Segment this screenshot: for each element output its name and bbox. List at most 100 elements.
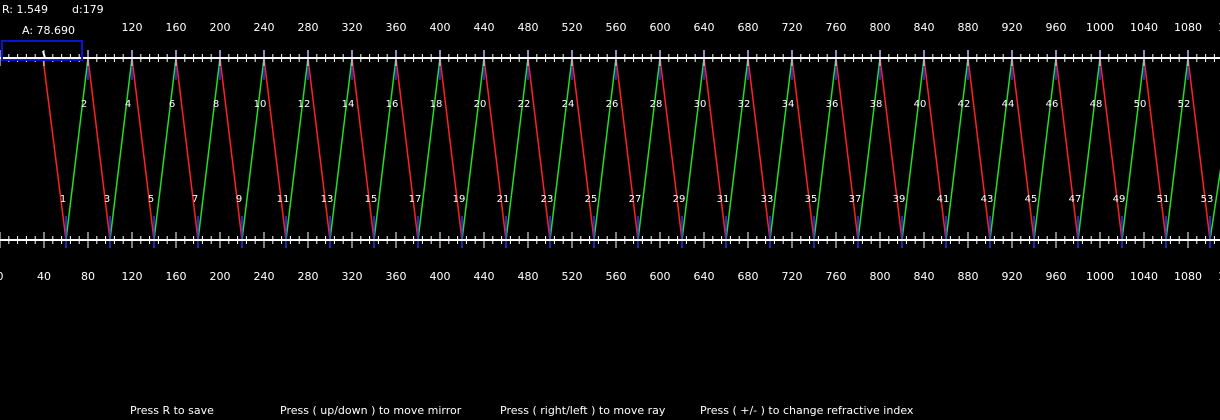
- ray-segment-up: [418, 58, 440, 240]
- bottom-bounce-label: 23: [541, 194, 554, 205]
- bottom-bounce-label: 29: [673, 194, 686, 205]
- top-bounce-label: 42: [958, 99, 971, 110]
- ray-source-handle[interactable]: [43, 51, 45, 58]
- bottom-bounce-label: 13: [321, 194, 334, 205]
- bottom-scale-label: 200: [210, 270, 231, 283]
- ray-segment-down: [880, 58, 902, 240]
- ray-segment-up: [902, 58, 924, 240]
- top-bounce-label: 6: [169, 99, 175, 110]
- top-bounce-label: 8: [213, 99, 219, 110]
- ray-segment-up: [990, 58, 1012, 240]
- bottom-scale-label: 920: [1002, 270, 1023, 283]
- bottom-scale-label: 440: [474, 270, 495, 283]
- top-scale-label: 640: [694, 21, 715, 34]
- bottom-bounce-label: 15: [365, 194, 378, 205]
- ray-segment-down: [43, 58, 66, 240]
- top-scale-label: 760: [826, 21, 847, 34]
- bottom-scale-label: 80: [81, 270, 95, 283]
- top-bounce-label: 40: [914, 99, 927, 110]
- bottom-scale-label: 720: [782, 270, 803, 283]
- top-scale-label: 240: [254, 21, 275, 34]
- ray-segment-down: [704, 58, 726, 240]
- bottom-bounce-label: 45: [1025, 194, 1038, 205]
- top-bounce-label: 30: [694, 99, 707, 110]
- top-bounce-label: 22: [518, 99, 531, 110]
- ray-segment-up: [66, 58, 88, 240]
- ray-segment-down: [748, 58, 770, 240]
- ray-segment-down: [660, 58, 682, 240]
- bottom-bounce-label: 5: [148, 194, 154, 205]
- ray-segment-down: [924, 58, 946, 240]
- ray-segment-up: [330, 58, 352, 240]
- ray-segment-up: [594, 58, 616, 240]
- bottom-scale-label: 1080: [1174, 270, 1202, 283]
- move-mirror-hint: Press ( up/down ) to move mirror: [280, 404, 461, 417]
- normal-markers: [66, 50, 1210, 248]
- bottom-scale-label: 640: [694, 270, 715, 283]
- bottom-scale-label: 320: [342, 270, 363, 283]
- bottom-scale-label: 800: [870, 270, 891, 283]
- top-scale-label: 680: [738, 21, 759, 34]
- ray-segment-up: [154, 58, 176, 240]
- ray-segment-up: [858, 58, 880, 240]
- top-bounce-label: 16: [386, 99, 399, 110]
- ray-segment-up: [726, 58, 748, 240]
- top-bounce-label: 34: [782, 99, 795, 110]
- bottom-scale-label: 160: [166, 270, 187, 283]
- ray-segment-down: [968, 58, 990, 240]
- ray-segment-up: [286, 58, 308, 240]
- top-scale-label: 480: [518, 21, 539, 34]
- ray-segment-up: [1034, 58, 1056, 240]
- bottom-scale-label: 240: [254, 270, 275, 283]
- bottom-bounce-label: 25: [585, 194, 598, 205]
- top-scale-label: 360: [386, 21, 407, 34]
- ray-segment-up: [770, 58, 792, 240]
- ray-segment-down: [352, 58, 374, 240]
- top-scale-label: 1040: [1130, 21, 1158, 34]
- top-scale-label: 560: [606, 21, 627, 34]
- top-bounce-label: 44: [1002, 99, 1015, 110]
- top-bounce-label: 48: [1090, 99, 1103, 110]
- bottom-bounce-label: 37: [849, 194, 862, 205]
- ray-segment-down: [176, 58, 198, 240]
- ray-segment-up: [682, 58, 704, 240]
- ray-segment-down: [616, 58, 638, 240]
- ray-segment-up: [946, 58, 968, 240]
- ray-segment-up: [1166, 58, 1188, 240]
- ray-segment-down: [440, 58, 462, 240]
- bottom-bounce-label: 27: [629, 194, 642, 205]
- bottom-bounce-label: 47: [1069, 194, 1082, 205]
- bottom-scale-label: 680: [738, 270, 759, 283]
- top-bounce-label: 2: [81, 99, 87, 110]
- bottom-bounce-label: 17: [409, 194, 422, 205]
- ray-segment-up: [374, 58, 396, 240]
- ray-segment-down: [1012, 58, 1034, 240]
- bottom-bounce-label: 35: [805, 194, 818, 205]
- mirrors: 120 160 200 240 280 320 360 400 440 480 520 560 600 6…: [0, 21, 1220, 283]
- move-ray-hint: Press ( right/left ) to move ray: [500, 404, 665, 417]
- bottom-scale-label: 520: [562, 270, 583, 283]
- ray-segment-up: [1078, 58, 1100, 240]
- top-bounce-label: 36: [826, 99, 839, 110]
- bottom-scale-label: 1000: [1086, 270, 1114, 283]
- ray-segment-down: [1100, 58, 1122, 240]
- ray-segment-down: [264, 58, 286, 240]
- top-scale-label: 200: [210, 21, 231, 34]
- ray-segment-down: [836, 58, 858, 240]
- distance-readout: d:179: [72, 3, 104, 16]
- top-bounce-label: 46: [1046, 99, 1059, 110]
- bottom-scale-label: 560: [606, 270, 627, 283]
- ray-segment-up: [462, 58, 484, 240]
- ray-segment-down: [792, 58, 814, 240]
- ray-segment-down: [572, 58, 594, 240]
- ray-segment-up: [506, 58, 528, 240]
- ray-segment-down: [220, 58, 242, 240]
- top-bounce-label: 50: [1134, 99, 1147, 110]
- bottom-scale-label: 960: [1046, 270, 1067, 283]
- top-bounce-label: 28: [650, 99, 663, 110]
- bottom-bounce-label: 43: [981, 194, 994, 205]
- bottom-scale-label: 880: [958, 270, 979, 283]
- top-scale-label: 960: [1046, 21, 1067, 34]
- bottom-bounce-label: 7: [192, 194, 198, 205]
